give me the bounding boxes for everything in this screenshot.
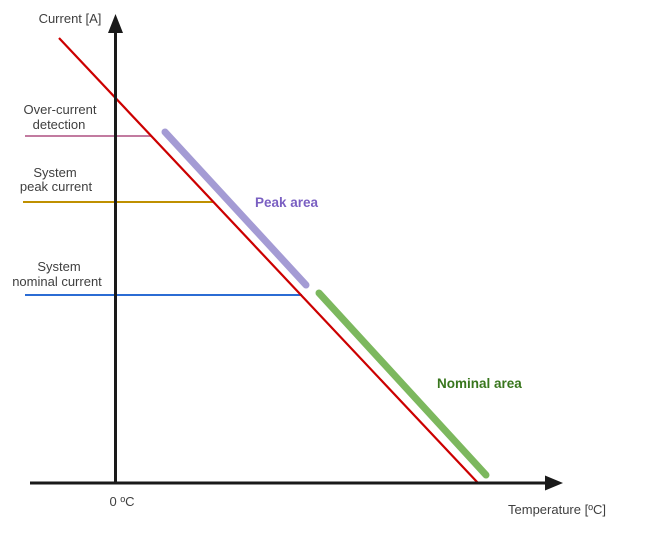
- system-nominal-current-label-line1: System: [37, 259, 80, 274]
- x-axis-label: Temperature [ºC]: [508, 502, 606, 517]
- y-axis-label: Current [A]: [39, 11, 102, 26]
- y-axis-arrow-icon: [108, 14, 123, 33]
- x-axis-arrow-icon: [545, 475, 563, 491]
- over-current-detection-label-line1: Over-current: [24, 102, 97, 117]
- system-peak-current-label-line2: peak current: [20, 179, 93, 194]
- peak-area-band: [161, 128, 310, 289]
- system-nominal-current-label-line2: nominal current: [12, 274, 102, 289]
- nominal-area-band: [315, 289, 490, 479]
- system-peak-current-label-line1: System: [33, 165, 76, 180]
- over-current-detection-label-line2: detection: [33, 117, 86, 132]
- origin-tick-label: 0 ºC: [110, 494, 135, 509]
- nominal-area-label: Nominal area: [437, 376, 522, 391]
- derating-limit-line: [58, 37, 479, 484]
- peak-area-label: Peak area: [255, 195, 319, 210]
